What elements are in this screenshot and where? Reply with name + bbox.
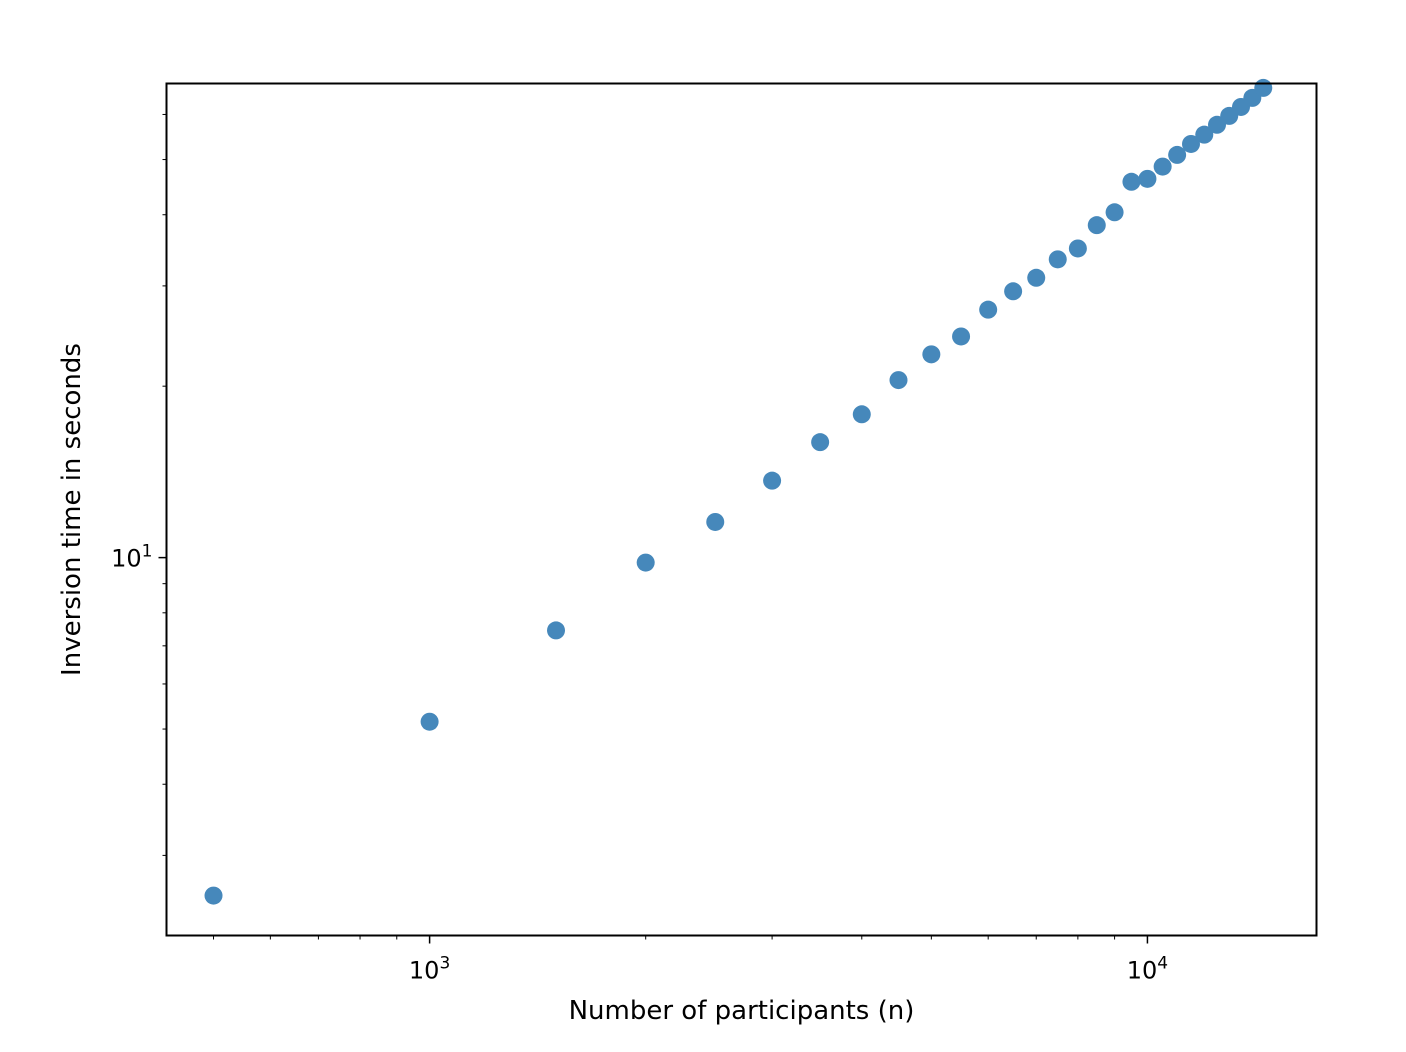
data-point [922,345,941,364]
data-point [1048,250,1067,269]
data-point [979,300,998,319]
data-point [763,471,782,490]
y-axis-label: Inversion time in seconds [57,343,87,676]
data-point [1027,268,1046,287]
data-points [204,78,1273,905]
data-point [706,512,725,531]
data-point [547,621,566,640]
data-point [1087,216,1106,235]
data-point [1122,172,1141,191]
data-point [1138,169,1157,188]
data-point [1068,239,1087,258]
data-point [889,371,908,390]
plot-frame [165,82,1318,937]
data-point [1105,203,1124,222]
data-point [1153,157,1172,176]
data-point [852,405,871,424]
data-point [204,886,223,905]
data-point [1182,134,1201,153]
x-axis-label: Number of participants (n) [569,996,915,1026]
data-point [811,433,830,452]
x-tick-label: 103 [409,954,450,985]
data-point [636,553,655,572]
y-tick-label: 101 [111,542,152,573]
data-point [1168,145,1187,164]
data-point [952,327,971,346]
data-point [1004,282,1023,301]
data-point [420,712,439,731]
data-point [1254,78,1273,97]
data-point [1195,125,1214,144]
